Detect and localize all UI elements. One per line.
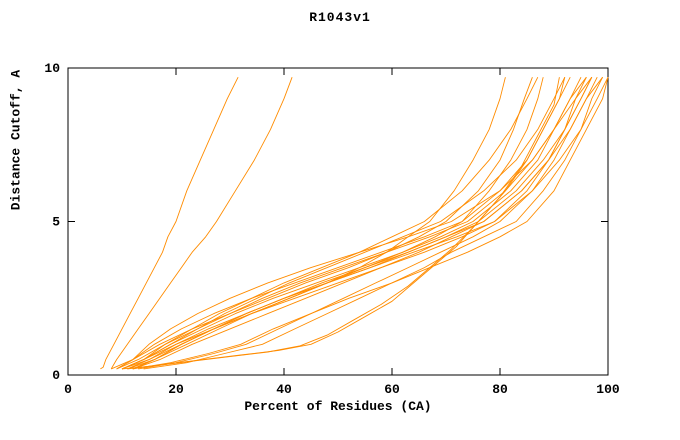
series-line-model-08 [127,76,593,370]
series-line-model-02 [110,77,293,370]
series-line-model-14 [127,76,587,370]
series-line-model-06 [121,76,582,370]
series-line-model-05 [132,76,609,370]
series-line-model-19 [121,76,539,370]
chart-title: R1043v1 [309,10,371,25]
series-line-model-20 [127,77,566,370]
series-line-model-13 [116,76,593,370]
series-line-model-07 [111,76,571,370]
x-tick-label: 20 [168,382,184,397]
y-tick-label: 0 [52,368,60,383]
series-line-model-10 [138,76,598,370]
series-line-model-12 [132,76,603,370]
series-line-model-01 [100,76,239,370]
x-axis-label: Percent of Residues (CA) [244,399,432,414]
x-tick-label: 60 [384,382,400,397]
x-tick-label: 40 [276,382,292,397]
x-tick-label: 0 [64,382,72,397]
x-tick-label: 80 [492,382,508,397]
y-tick-label: 5 [52,215,60,230]
y-tick-label: 10 [44,61,60,76]
x-tick-label: 100 [596,382,620,397]
series-line-model-21 [121,77,560,370]
series-line-model-15 [143,76,604,370]
series-line-model-18 [132,77,544,370]
series-line-model-09 [116,76,587,370]
series-line-model-16 [121,76,593,370]
series-line-model-04 [116,77,533,370]
series-line-model-03 [121,77,506,370]
series-line-model-11 [121,76,566,370]
